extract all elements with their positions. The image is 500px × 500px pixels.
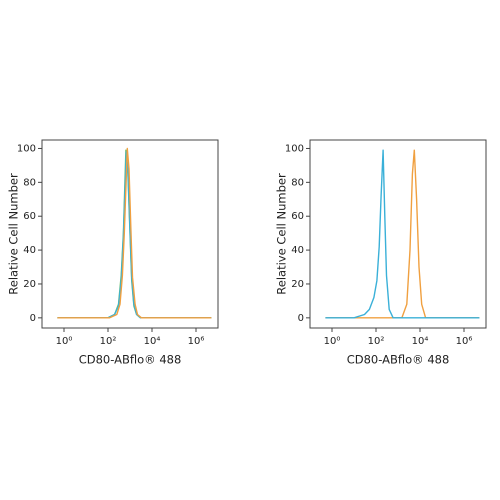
y-tick-label: 80 [291,177,304,188]
y-tick-label: 20 [23,279,36,290]
x-tick-label: 10² [368,336,385,347]
y-tick-label: 40 [23,245,36,256]
y-axis-label: Relative Cell Number [7,173,21,295]
y-tick-label: 0 [298,313,304,324]
y-tick-label: 0 [30,313,36,324]
histogram-curve [325,149,480,319]
histogram-curve [57,147,212,319]
y-tick-label: 60 [291,211,304,222]
x-tick-label: 10⁴ [144,336,161,347]
x-tick-label: 10⁰ [324,336,341,347]
x-axis-label: CD80-ABflo® 488 [347,353,450,367]
histogram-curve [325,149,480,319]
y-tick-label: 100 [17,143,36,154]
x-tick-label: 10² [100,336,117,347]
plot-frame [41,139,219,329]
y-axis-label: Relative Cell Number [275,173,289,295]
y-tick-label: 60 [23,211,36,222]
x-tick-label: 10⁶ [188,336,205,347]
x-tick-label: 10⁰ [56,336,73,347]
plot-frame [309,139,487,329]
y-tick-label: 40 [291,245,304,256]
y-tick-label: 100 [285,143,304,154]
y-tick-label: 80 [23,177,36,188]
x-tick-label: 10⁶ [456,336,473,347]
x-tick-label: 10⁴ [412,336,429,347]
y-tick-label: 20 [291,279,304,290]
x-axis-label: CD80-ABflo® 488 [79,353,182,367]
